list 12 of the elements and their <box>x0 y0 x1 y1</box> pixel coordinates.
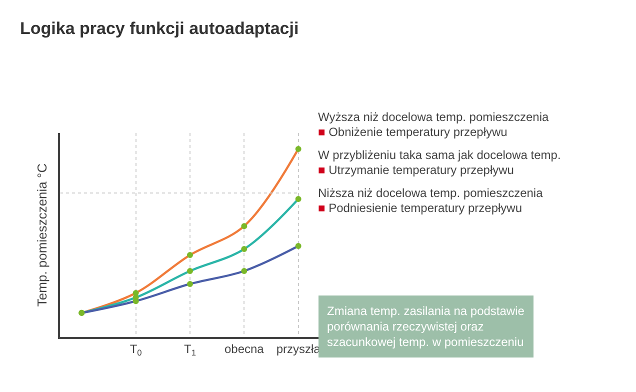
text: Zmiana temp. zasilania na podstawie porównania rzeczywistej oraz szacunkowej temp. w pomieszczeniu <box>327 304 525 350</box>
chart-title: Logika pracy funkcji autoadaptacji <box>20 19 299 38</box>
y-axis-title: Temp. pomieszczenia °C <box>34 163 50 307</box>
text: ■ Utrzymanie temperatury przepływu <box>318 163 514 177</box>
x-tick-label: T$_{0}$ <box>130 342 142 358</box>
text: W przybliżeniu taka sama jak docelowa temp. <box>318 148 561 162</box>
text: ■ Obniżenie temperatury przepływu <box>318 125 508 139</box>
text: Wyższa niż docelowa temp. pomieszczenia <box>318 110 549 124</box>
text: Niższa niż docelowa temp. pomieszczenia <box>318 186 544 200</box>
x-tick-label: obecna <box>224 342 264 356</box>
x-tick-label: T$_{1}$ <box>184 342 196 358</box>
text: ■ Podniesienie temperatury przepływu <box>318 201 522 215</box>
